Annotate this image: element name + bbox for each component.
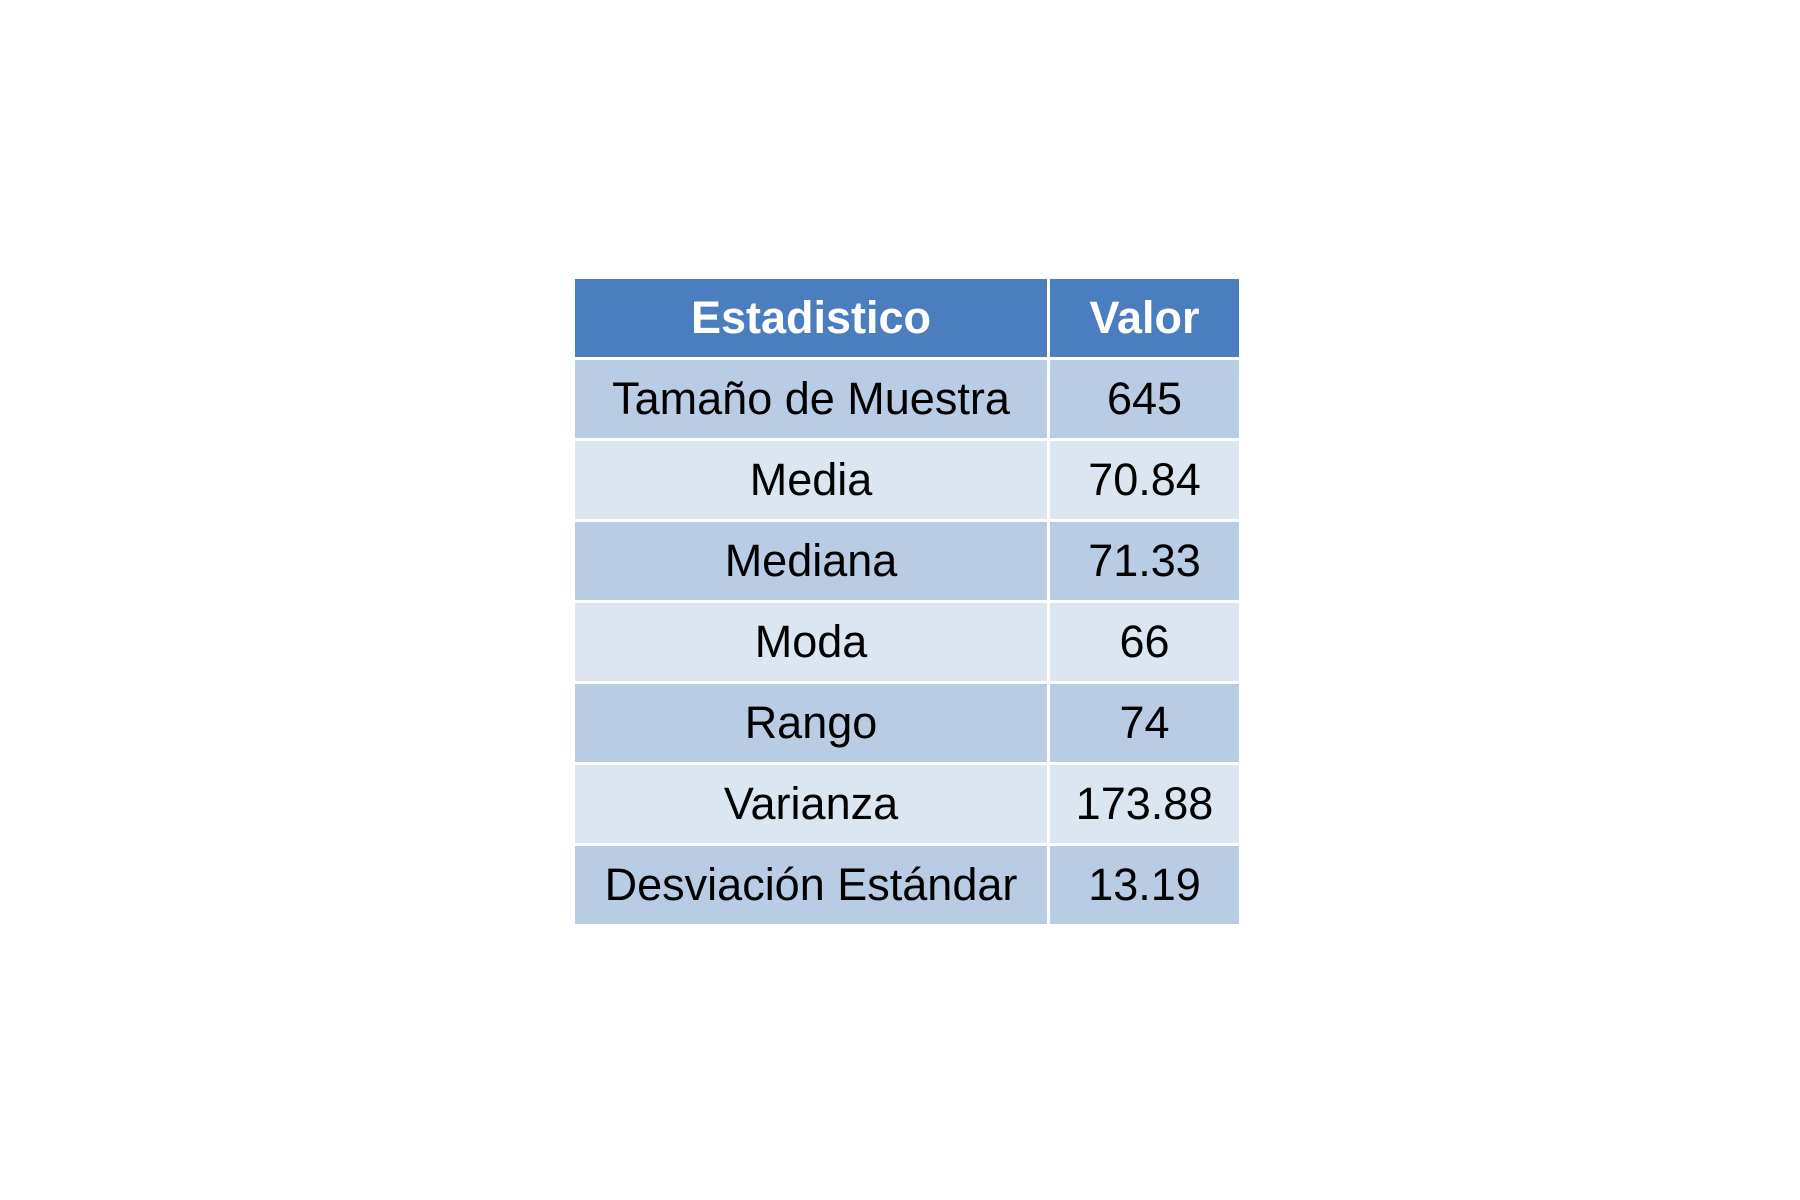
header-valor: Valor <box>1050 279 1239 357</box>
statistics-table: Estadistico Valor Tamaño de Muestra 645 … <box>572 276 1242 927</box>
row-value: 71.33 <box>1050 522 1239 600</box>
table-body: Tamaño de Muestra 645 Media 70.84 Median… <box>575 360 1239 924</box>
row-label: Moda <box>575 603 1047 681</box>
row-label: Rango <box>575 684 1047 762</box>
row-label: Media <box>575 441 1047 519</box>
table-header: Estadistico Valor <box>575 279 1239 357</box>
table-row: Rango 74 <box>575 684 1239 762</box>
table-row: Media 70.84 <box>575 441 1239 519</box>
row-value: 66 <box>1050 603 1239 681</box>
header-estadistico: Estadistico <box>575 279 1047 357</box>
row-label: Tamaño de Muestra <box>575 360 1047 438</box>
row-label: Mediana <box>575 522 1047 600</box>
row-value: 70.84 <box>1050 441 1239 519</box>
header-row: Estadistico Valor <box>575 279 1239 357</box>
table-row: Desviación Estándar 13.19 <box>575 846 1239 924</box>
table-row: Tamaño de Muestra 645 <box>575 360 1239 438</box>
table-row: Varianza 173.88 <box>575 765 1239 843</box>
row-value: 645 <box>1050 360 1239 438</box>
row-label: Varianza <box>575 765 1047 843</box>
row-label: Desviación Estándar <box>575 846 1047 924</box>
table-row: Mediana 71.33 <box>575 522 1239 600</box>
row-value: 173.88 <box>1050 765 1239 843</box>
row-value: 13.19 <box>1050 846 1239 924</box>
row-value: 74 <box>1050 684 1239 762</box>
table-row: Moda 66 <box>575 603 1239 681</box>
